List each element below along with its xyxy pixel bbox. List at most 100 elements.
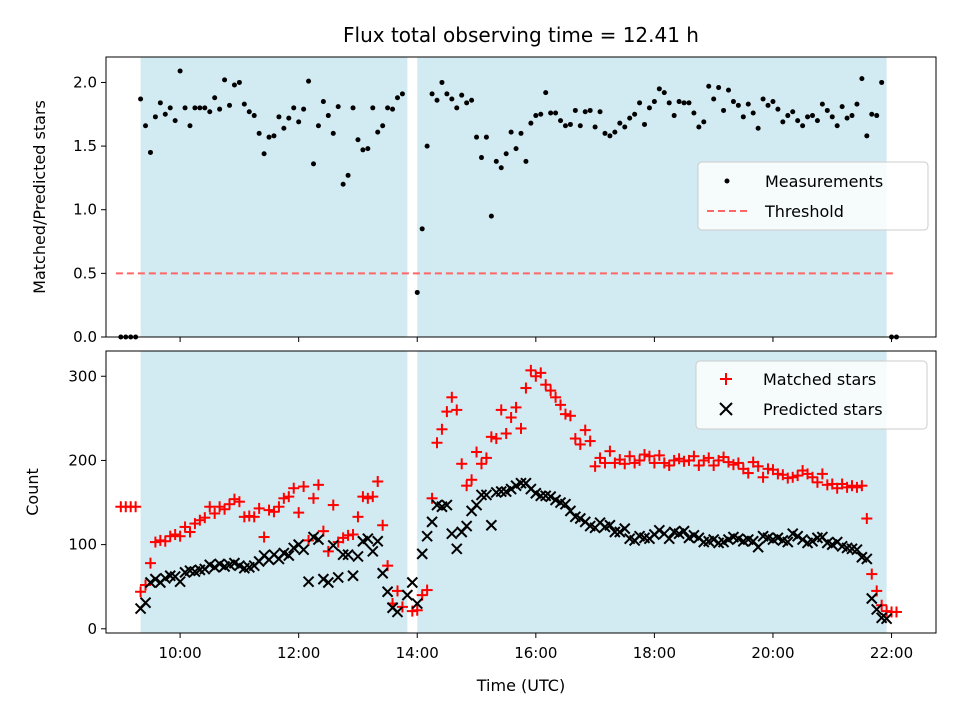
measurement-point	[355, 137, 361, 143]
matched-star-point	[550, 391, 562, 403]
matched-star-point	[673, 453, 685, 465]
measurement-point	[637, 100, 643, 106]
predicted-star-point	[174, 575, 186, 588]
top-y-tick-label: 1.5	[73, 137, 97, 155]
measurement-point	[854, 101, 860, 107]
predicted-star-point	[441, 499, 453, 511]
matched-legend-marker	[720, 373, 732, 385]
measurement-point	[706, 83, 712, 89]
predicted-star-point	[544, 490, 557, 503]
measurement-point	[439, 79, 445, 85]
measurement-point	[157, 100, 163, 106]
matched-star-point	[653, 449, 665, 461]
measurements-legend-label: Measurements	[765, 172, 883, 191]
measurement-point	[676, 99, 682, 105]
matched-star-point	[500, 427, 512, 439]
measurement-point	[533, 113, 539, 119]
matched-star-point	[574, 438, 586, 450]
predicted-star-point	[451, 543, 463, 555]
matched-star-point	[584, 435, 596, 447]
matched-star-point	[505, 412, 517, 424]
matched-star-point	[322, 545, 334, 557]
predicted-star-point	[297, 543, 310, 556]
measurement-point	[558, 118, 564, 124]
measurement-point	[874, 113, 880, 119]
measurement-point	[567, 121, 573, 127]
matched-star-point	[634, 454, 646, 466]
matched-star-point	[209, 507, 221, 519]
measurement-point	[375, 129, 381, 135]
measurement-point	[760, 96, 766, 102]
top-legend: Measurements Threshold	[697, 161, 929, 231]
bottom-y-ticks: 0 100 200 300	[68, 367, 106, 638]
top-y-tick-label: 2.0	[73, 73, 97, 91]
matched-star-point	[727, 459, 739, 471]
matched-star-point	[357, 491, 369, 503]
measurement-point	[488, 213, 494, 219]
measurement-point	[246, 109, 252, 115]
predicted-legend-label: Predicted stars	[763, 400, 883, 419]
measurement-point	[814, 118, 820, 124]
measurement-point	[745, 101, 751, 107]
matched-star-point	[214, 501, 226, 513]
measurements-legend-marker	[724, 178, 730, 184]
matched-star-point	[174, 530, 186, 542]
measurement-point	[340, 181, 346, 187]
predicted-star-point	[426, 516, 438, 528]
matched-star-point	[456, 458, 468, 470]
measurement-point	[212, 95, 218, 101]
measurement-point	[849, 113, 855, 119]
predicted-star-point	[376, 567, 389, 579]
predicted-star-point	[139, 596, 152, 609]
predicted-star-point	[851, 543, 863, 556]
predicted-star-point	[495, 485, 507, 498]
measurement-point	[370, 105, 376, 111]
measurement-point	[177, 68, 183, 74]
measurement-point	[394, 95, 400, 101]
measurement-point	[646, 105, 652, 111]
predicted-star-point	[342, 549, 354, 561]
predicted-stars-points	[134, 477, 893, 625]
measurement-point	[271, 133, 277, 139]
matched-star-point	[564, 410, 576, 422]
measurement-point	[562, 123, 568, 129]
matched-star-point	[288, 482, 300, 494]
measurement-point	[666, 100, 672, 106]
bottom-y-tick-label: 0	[87, 620, 97, 638]
measurement-point	[785, 113, 791, 119]
x-axis-label: Time (UTC)	[476, 676, 565, 695]
matched-star-point	[816, 468, 828, 480]
measurement-point	[780, 119, 786, 125]
measurement-point	[582, 109, 588, 115]
measurement-point	[824, 107, 830, 113]
matched-star-point	[668, 454, 680, 466]
measurement-point	[266, 134, 272, 140]
measurement-point	[829, 114, 835, 120]
measurement-point	[795, 118, 801, 124]
measurement-point	[320, 99, 326, 105]
measurement-point	[617, 120, 623, 126]
measurement-point	[839, 104, 845, 110]
measurement-point	[612, 129, 618, 135]
measurement-point	[686, 100, 692, 106]
measurement-point	[523, 158, 529, 164]
measurement-point	[419, 226, 425, 232]
matched-star-point	[362, 492, 374, 504]
matched-star-point	[698, 454, 710, 466]
matched-star-point	[149, 536, 161, 548]
matched-star-point	[224, 498, 236, 510]
matched-star-point	[811, 476, 823, 488]
measurement-point	[572, 107, 578, 113]
matched-star-point	[752, 460, 764, 472]
matched-star-point	[742, 467, 754, 479]
measurement-point	[429, 91, 435, 97]
measurement-point	[592, 124, 598, 130]
matched-star-point	[303, 534, 315, 546]
top-x-ticks	[179, 337, 893, 342]
matched-star-point	[135, 586, 147, 598]
predicted-star-point	[880, 612, 893, 625]
matched-star-point	[253, 502, 265, 514]
matched-legend-label: Matched stars	[763, 370, 876, 389]
matched-star-point	[851, 481, 863, 493]
matched-star-point	[248, 511, 260, 523]
